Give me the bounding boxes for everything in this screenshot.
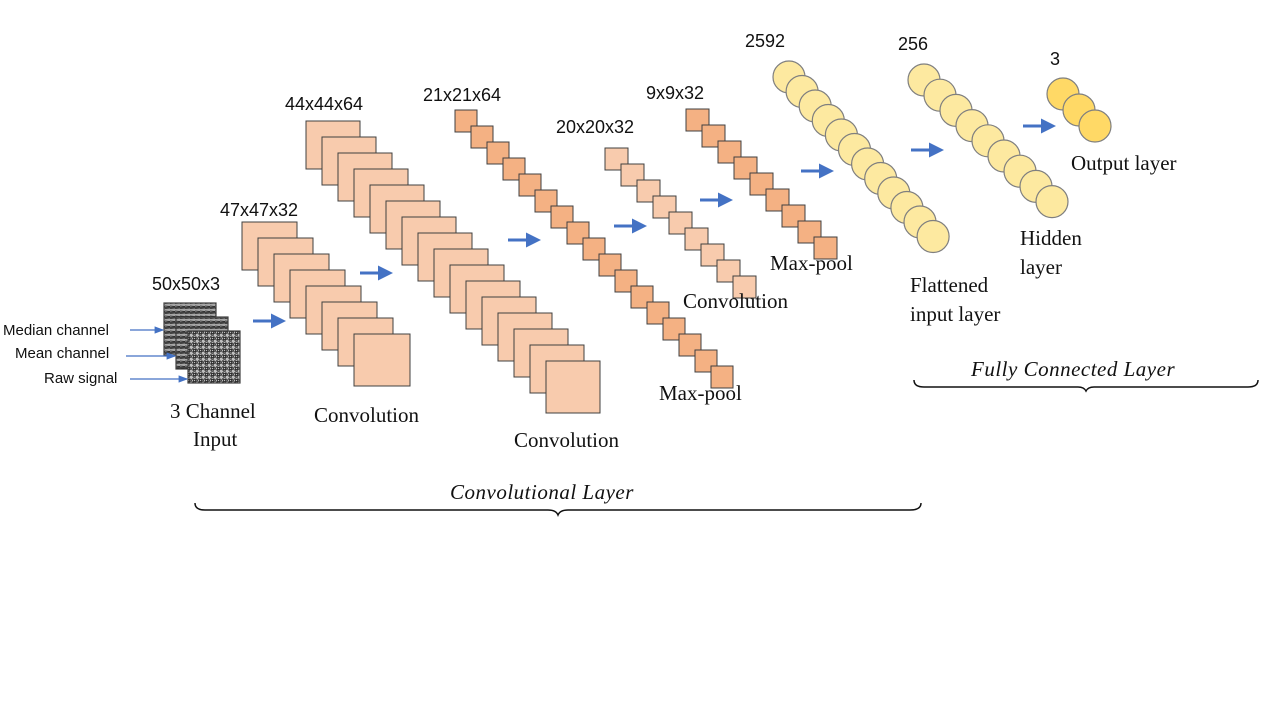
- conv3-feature-maps: [604, 147, 757, 299]
- convolutional-layer-title: Convolutional Layer: [450, 480, 634, 504]
- flow-arrows: [253, 118, 1056, 329]
- conv1-feature-maps: [241, 221, 411, 387]
- output-count-label: 3: [1050, 49, 1060, 69]
- neuron: [1078, 109, 1112, 143]
- fully-connected-layer-brace: [913, 379, 1259, 393]
- pool2-feature-maps: [685, 108, 838, 260]
- conv1-caption: Convolution: [314, 403, 420, 427]
- feature-map: [710, 365, 734, 389]
- flatten-caption-line2: input layer: [910, 302, 1000, 326]
- input-raw-signal-map: [187, 330, 241, 384]
- hidden-caption-line2: layer: [1020, 255, 1062, 279]
- fully-connected-layer-title: Fully Connected Layer: [970, 357, 1175, 381]
- feature-map: [813, 236, 838, 260]
- output-caption: Output layer: [1071, 151, 1177, 175]
- feature-map: [545, 360, 601, 414]
- input-caption-line1: 3 Channel: [170, 399, 256, 423]
- feature-map: [732, 275, 757, 299]
- output-neurons: [1046, 77, 1112, 143]
- convolutional-layer-brace: [194, 502, 922, 518]
- conv3-dimension-label: 20x20x32: [556, 117, 634, 137]
- neuron: [916, 219, 950, 254]
- conv3-caption: Convolution: [683, 289, 789, 313]
- hidden-neurons: [907, 63, 1069, 219]
- hidden-caption-line1: Hidden: [1020, 226, 1082, 250]
- neuron: [1035, 185, 1069, 219]
- conv2-feature-maps: [305, 120, 601, 414]
- raw-signal-label: Raw signal: [44, 370, 117, 387]
- conv2-dimension-label: 44x44x64: [285, 94, 363, 114]
- input-dimension-label: 50x50x3: [152, 274, 220, 294]
- pool1-caption: Max-pool: [659, 381, 742, 405]
- pool2-caption: Max-pool: [770, 251, 853, 275]
- pool1-dimension-label: 21x21x64: [423, 85, 501, 105]
- feature-map: [353, 333, 411, 387]
- flatten-caption-line1: Flattened: [910, 273, 989, 297]
- input-stack: [163, 302, 241, 384]
- flatten-count-label: 2592: [745, 31, 785, 51]
- median-channel-label: Median channel: [3, 322, 109, 339]
- input-caption-line2: Input: [193, 427, 237, 451]
- hidden-count-label: 256: [898, 34, 928, 54]
- pool1-feature-maps: [454, 109, 734, 389]
- pool2-dimension-label: 9x9x32: [646, 83, 704, 103]
- conv1-dimension-label: 47x47x32: [220, 200, 298, 220]
- mean-channel-label: Mean channel: [15, 345, 109, 362]
- conv2-caption: Convolution: [514, 428, 620, 452]
- flattened-neurons: [772, 60, 950, 254]
